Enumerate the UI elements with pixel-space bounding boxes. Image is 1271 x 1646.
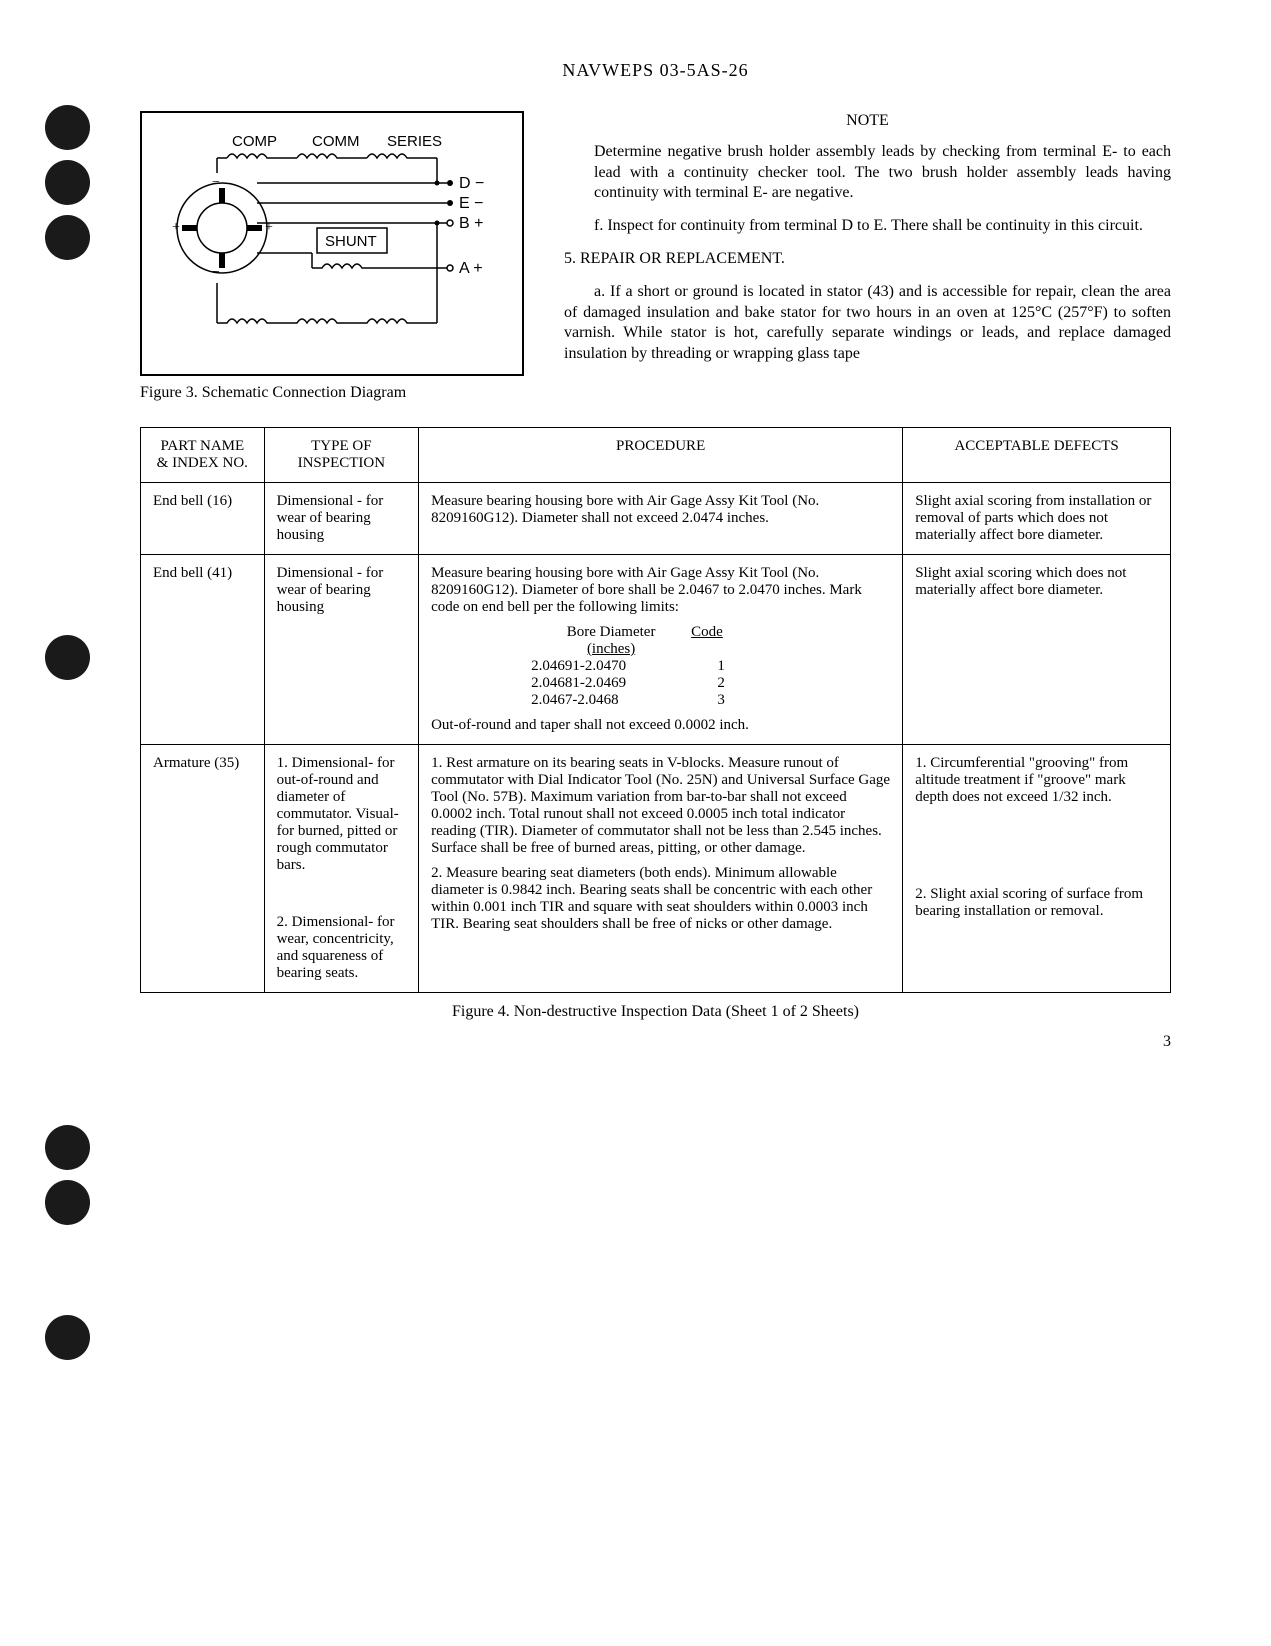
svg-text:+: + [265, 220, 273, 235]
table-header-row: PART NAME & INDEX NO. TYPE OF INSPECTION… [141, 428, 1171, 483]
comm-label: COMM [312, 133, 360, 150]
svg-text:−: − [212, 175, 220, 190]
cell-defects: Slight axial scoring which does not mate… [903, 555, 1171, 745]
svg-text:B +: B + [459, 215, 483, 232]
procedure-intro: Measure bearing housing bore with Air Ga… [431, 565, 890, 616]
bore-diameter-table: Bore Diameter(inches) Code 2.04691-2.047… [531, 624, 890, 709]
cell-part: Armature (35) [141, 745, 265, 993]
svg-text:SHUNT: SHUNT [325, 233, 377, 250]
bore-code: 3 [691, 692, 751, 709]
svg-text:E −: E − [459, 195, 483, 212]
schematic-diagram: COMP COMM SERIES D − [140, 111, 524, 376]
bore-code: 1 [691, 658, 751, 675]
table-row: Armature (35) 1. Dimensional- for out-of… [141, 745, 1171, 993]
cell-type: 1. Dimensional- for out-of-round and dia… [264, 745, 419, 993]
bore-header-col1: Bore Diameter(inches) [567, 624, 656, 657]
cell-type: Dimensional - for wear of bearing housin… [264, 483, 419, 555]
header-defects: ACCEPTABLE DEFECTS [903, 428, 1171, 483]
defects-item-1: 1. Circumferential "grooving" from altit… [915, 755, 1158, 806]
note-section: NOTE Determine negative brush holder ass… [564, 111, 1171, 402]
svg-text:−: − [212, 265, 220, 280]
cell-type: Dimensional - for wear of bearing housin… [264, 555, 419, 745]
figure4-caption: Figure 4. Non-destructive Inspection Dat… [140, 1003, 1171, 1021]
cell-defects: 1. Circumferential "grooving" from altit… [903, 745, 1171, 993]
svg-text:D −: D − [459, 175, 484, 192]
proc-item-1: 1. Rest armature on its bearing seats in… [431, 755, 890, 857]
figure3-caption: Figure 3. Schematic Connection Diagram [140, 384, 524, 402]
cell-part: End bell (41) [141, 555, 265, 745]
header-procedure: PROCEDURE [419, 428, 903, 483]
cell-procedure: Measure bearing housing bore with Air Ga… [419, 555, 903, 745]
procedure-outro: Out-of-round and taper shall not exceed … [431, 717, 890, 734]
series-label: SERIES [387, 133, 442, 150]
document-header: NAVWEPS 03-5AS-26 [140, 60, 1171, 81]
comp-label: COMP [232, 133, 277, 150]
inspection-table: PART NAME & INDEX NO. TYPE OF INSPECTION… [140, 427, 1171, 993]
table-row: End bell (16) Dimensional - for wear of … [141, 483, 1171, 555]
schematic-diagram-section: COMP COMM SERIES D − [140, 111, 524, 402]
section-5-title: 5. REPAIR OR REPLACEMENT. [564, 249, 1171, 270]
bore-range: 2.0467-2.0468 [531, 692, 691, 709]
type-item-1: 1. Dimensional- for out-of-round and dia… [277, 755, 407, 874]
type-item-2: 2. Dimensional- for wear, concentricity,… [277, 914, 407, 982]
bore-code: 2 [691, 675, 751, 692]
bore-range: 2.04691-2.0470 [531, 658, 691, 675]
table-row: End bell (41) Dimensional - for wear of … [141, 555, 1171, 745]
bore-range: 2.04681-2.0469 [531, 675, 691, 692]
header-part: PART NAME & INDEX NO. [141, 428, 265, 483]
page-number: 3 [140, 1033, 1171, 1051]
cell-part: End bell (16) [141, 483, 265, 555]
proc-item-2: 2. Measure bearing seat diameters (both … [431, 865, 890, 933]
item-f: f. Inspect for continuity from terminal … [564, 216, 1171, 237]
bore-header-col2: Code [691, 624, 723, 641]
item-a: a. If a short or ground is located in st… [564, 282, 1171, 365]
cell-procedure: Measure bearing housing bore with Air Ga… [419, 483, 903, 555]
svg-text:+: + [172, 220, 180, 235]
header-type: TYPE OF INSPECTION [264, 428, 419, 483]
note-title: NOTE [564, 111, 1171, 132]
svg-text:A +: A + [459, 260, 483, 277]
cell-defects: Slight axial scoring from installation o… [903, 483, 1171, 555]
defects-item-2: 2. Slight axial scoring of surface from … [915, 886, 1158, 920]
note-body: Determine negative brush holder assembly… [564, 142, 1171, 204]
cell-procedure: 1. Rest armature on its bearing seats in… [419, 745, 903, 993]
